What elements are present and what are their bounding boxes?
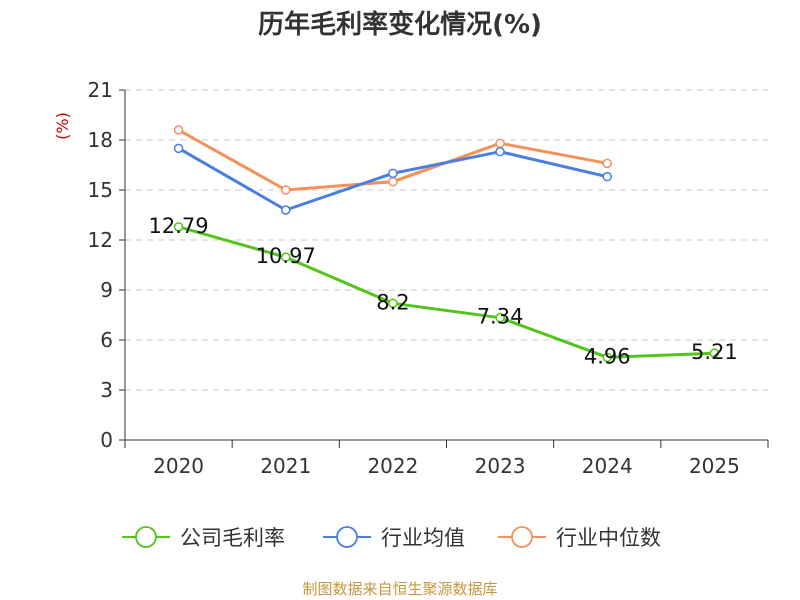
series-line-0 xyxy=(178,225,715,359)
y-tick-label: 0 xyxy=(100,428,113,452)
legend-marker xyxy=(511,526,533,548)
data-point-1 xyxy=(388,168,398,179)
x-tick-label: 2022 xyxy=(367,454,418,478)
data-label: 4.96 xyxy=(584,344,631,368)
data-label: 5.21 xyxy=(691,340,738,364)
data-point-2 xyxy=(495,138,505,149)
data-point-0 xyxy=(281,252,291,262)
x-tick-label: 2020 xyxy=(153,454,204,478)
legend: 公司毛利率 行业均值 行业中位数 xyxy=(122,526,661,550)
data-source-note: 制图数据来自恒生聚源数据库 xyxy=(302,580,498,598)
data-point-0 xyxy=(495,312,505,323)
data-point-2 xyxy=(281,185,291,195)
legend-label: 行业中位数 xyxy=(556,526,661,550)
data-label: 12.79 xyxy=(149,214,209,238)
x-tick-label: 2025 xyxy=(689,454,740,478)
y-tick-label: 15 xyxy=(88,178,113,202)
data-labels: 12.79 10.97 8.2 7.34 4.96 5.21 xyxy=(149,214,738,369)
y-tick-label: 9 xyxy=(100,278,113,302)
data-point-2 xyxy=(388,176,398,187)
data-label: 10.97 xyxy=(256,244,316,268)
y-tick-label: 3 xyxy=(100,378,113,402)
y-tick-label: 12 xyxy=(88,228,113,252)
data-point-0 xyxy=(602,352,612,363)
data-point-1 xyxy=(495,146,505,157)
legend-label: 行业均值 xyxy=(381,526,465,550)
data-point-1 xyxy=(173,143,184,154)
y-tick-label: 6 xyxy=(100,328,113,352)
data-point-0 xyxy=(709,348,720,358)
series-lines xyxy=(173,125,720,363)
legend-marker xyxy=(336,526,358,548)
x-tick-label: 2023 xyxy=(475,454,526,478)
x-tick-label: 2021 xyxy=(260,454,311,478)
data-point-2 xyxy=(602,158,612,169)
y-tick-label: 21 xyxy=(88,78,113,102)
data-point-1 xyxy=(281,205,291,215)
data-label: 7.34 xyxy=(477,305,524,329)
chart-title: 历年毛利率变化情况(%) xyxy=(258,10,542,40)
x-tick-label: 2024 xyxy=(582,454,633,478)
data-point-0 xyxy=(173,222,184,232)
grid-lines xyxy=(125,89,768,391)
y-tick-label: 18 xyxy=(88,128,113,152)
data-label: 8.2 xyxy=(376,290,409,314)
legend-label: 公司毛利率 xyxy=(180,526,285,550)
data-point-2 xyxy=(173,125,184,135)
data-point-1 xyxy=(602,171,612,182)
axes: 0 3 6 9 12 15 18 21 2020 2021 2022 2023 2024 2025 (%) xyxy=(53,78,769,478)
data-point-0 xyxy=(388,298,398,309)
y-axis-unit-label: (%) xyxy=(53,112,72,140)
legend-marker xyxy=(135,526,157,548)
